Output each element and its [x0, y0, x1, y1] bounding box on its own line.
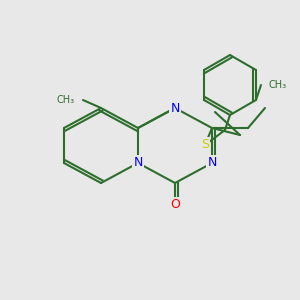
Text: CH₃: CH₃: [269, 80, 287, 90]
Text: S: S: [201, 139, 209, 152]
Text: N: N: [207, 157, 217, 169]
Text: N: N: [170, 101, 180, 115]
Text: CH₃: CH₃: [57, 95, 75, 105]
Text: O: O: [170, 199, 180, 212]
Text: N: N: [133, 157, 143, 169]
